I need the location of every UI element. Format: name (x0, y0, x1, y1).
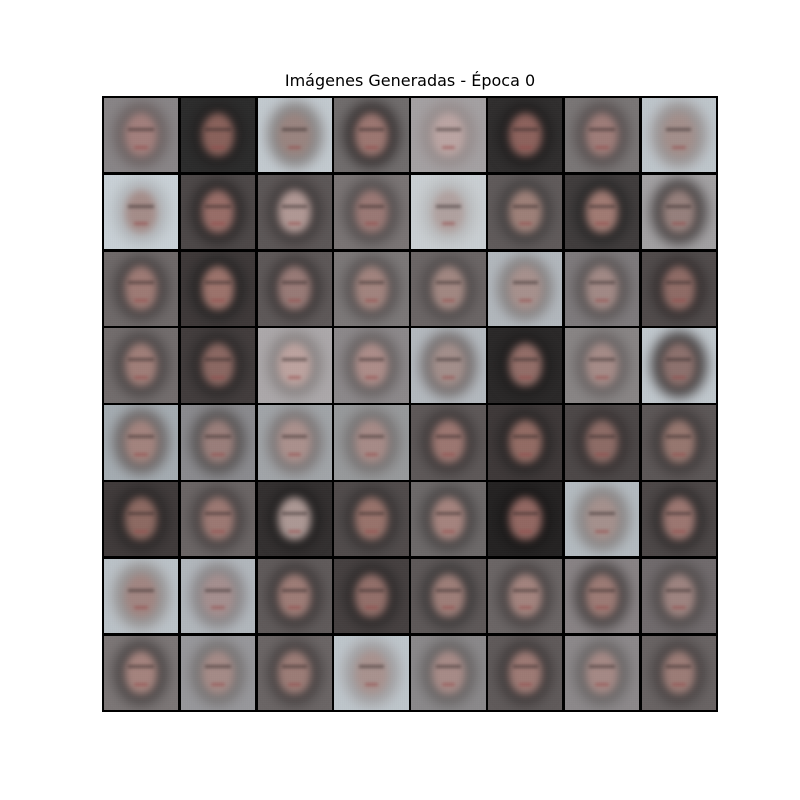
generated-image-tile (334, 558, 409, 634)
generated-image-tile (180, 405, 256, 480)
generated-image-tile (641, 251, 716, 326)
generated-image-tile (641, 174, 716, 250)
generated-image-tile (180, 328, 256, 403)
generated-image-tile (488, 482, 563, 557)
generated-image-tile (104, 251, 179, 326)
generated-image-tile (104, 482, 179, 557)
generated-image-tile (564, 405, 640, 480)
generated-image-tile (334, 482, 409, 557)
generated-image-tile (334, 405, 409, 480)
image-grid-frame (102, 96, 718, 712)
generated-image-tile (564, 251, 640, 326)
generated-image-tile (564, 482, 640, 557)
generated-image-tile (564, 98, 640, 173)
generated-image-tile (104, 405, 179, 480)
generated-image-tile (411, 405, 486, 480)
generated-image-tile (488, 405, 563, 480)
generated-image-tile (180, 98, 256, 173)
generated-image-tile (180, 482, 256, 557)
generated-image-tile (488, 98, 563, 173)
generated-image-tile (334, 328, 409, 403)
generated-image-tile (257, 251, 332, 326)
generated-image-tile (564, 174, 640, 250)
generated-image-tile (257, 482, 332, 557)
generated-image-tile (488, 174, 563, 250)
generated-image-tile (641, 98, 716, 173)
generated-image-tile (488, 558, 563, 634)
generated-image-tile (104, 328, 179, 403)
generated-image-tile (411, 635, 486, 710)
generated-image-tile (564, 558, 640, 634)
generated-image-tile (641, 328, 716, 403)
generated-image-tile (641, 482, 716, 557)
generated-image-tile (180, 635, 256, 710)
generated-image-tile (104, 635, 179, 710)
generated-image-tile (257, 328, 332, 403)
generated-image-tile (257, 98, 332, 173)
generated-image-tile (257, 635, 332, 710)
image-grid (104, 98, 716, 710)
generated-image-tile (564, 328, 640, 403)
generated-image-tile (641, 558, 716, 634)
generated-image-tile (411, 174, 486, 250)
generated-image-tile (104, 174, 179, 250)
figure-title: Imágenes Generadas - Época 0 (284, 71, 536, 90)
generated-image-tile (257, 405, 332, 480)
generated-image-tile (334, 98, 409, 173)
generated-image-tile (488, 635, 563, 710)
generated-image-tile (411, 482, 486, 557)
generated-image-tile (180, 251, 256, 326)
generated-image-tile (411, 251, 486, 326)
generated-image-tile (641, 635, 716, 710)
generated-image-tile (334, 174, 409, 250)
generated-image-tile (180, 174, 256, 250)
generated-image-tile (411, 558, 486, 634)
generated-image-tile (104, 98, 179, 173)
generated-image-tile (488, 251, 563, 326)
generated-image-tile (411, 98, 486, 173)
generated-image-tile (641, 405, 716, 480)
generated-image-tile (180, 558, 256, 634)
generated-image-tile (257, 174, 332, 250)
generated-image-tile (257, 558, 332, 634)
generated-image-tile (488, 328, 563, 403)
generated-image-tile (104, 558, 179, 634)
generated-image-tile (334, 635, 409, 710)
generated-image-tile (564, 635, 640, 710)
generated-image-tile (411, 328, 486, 403)
generated-image-tile (334, 251, 409, 326)
